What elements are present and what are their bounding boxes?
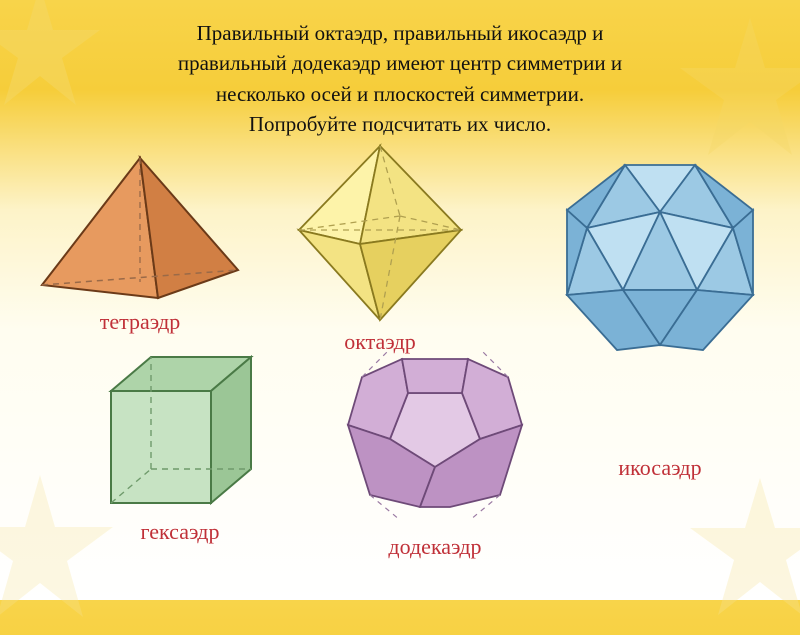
header-line-1: Правильный октаэдр, правильный икосаэдр … — [40, 18, 760, 48]
shapes-area: тетраэдр октаэдр — [0, 140, 800, 560]
shape-tetrahedron: тетраэдр — [25, 150, 255, 335]
icosahedron-svg — [545, 150, 775, 365]
header-line-2: правильный додекаэдр имеют центр симметр… — [40, 48, 760, 78]
hexahedron-svg — [93, 345, 268, 515]
shape-icosahedron: икосаэдр — [535, 150, 785, 481]
hexahedron-label: гексаэдр — [80, 519, 280, 545]
bg-star-1 — [0, 0, 110, 120]
shape-octahedron: октаэдр — [280, 140, 480, 355]
header-line-3: несколько осей и плоскостей симметрии. — [40, 79, 760, 109]
dodecahedron-svg — [330, 335, 540, 530]
dodecahedron-label: додекаэдр — [320, 534, 550, 560]
shape-dodecahedron: додекаэдр — [320, 335, 550, 560]
tetrahedron-svg — [30, 150, 250, 305]
tetrahedron-label: тетраэдр — [25, 309, 255, 335]
header-line-4: Попробуйте подсчитать их число. — [40, 109, 760, 139]
octahedron-svg — [285, 140, 475, 325]
icosahedron-label: икосаэдр — [535, 455, 785, 481]
shape-hexahedron: гексаэдр — [80, 345, 280, 545]
